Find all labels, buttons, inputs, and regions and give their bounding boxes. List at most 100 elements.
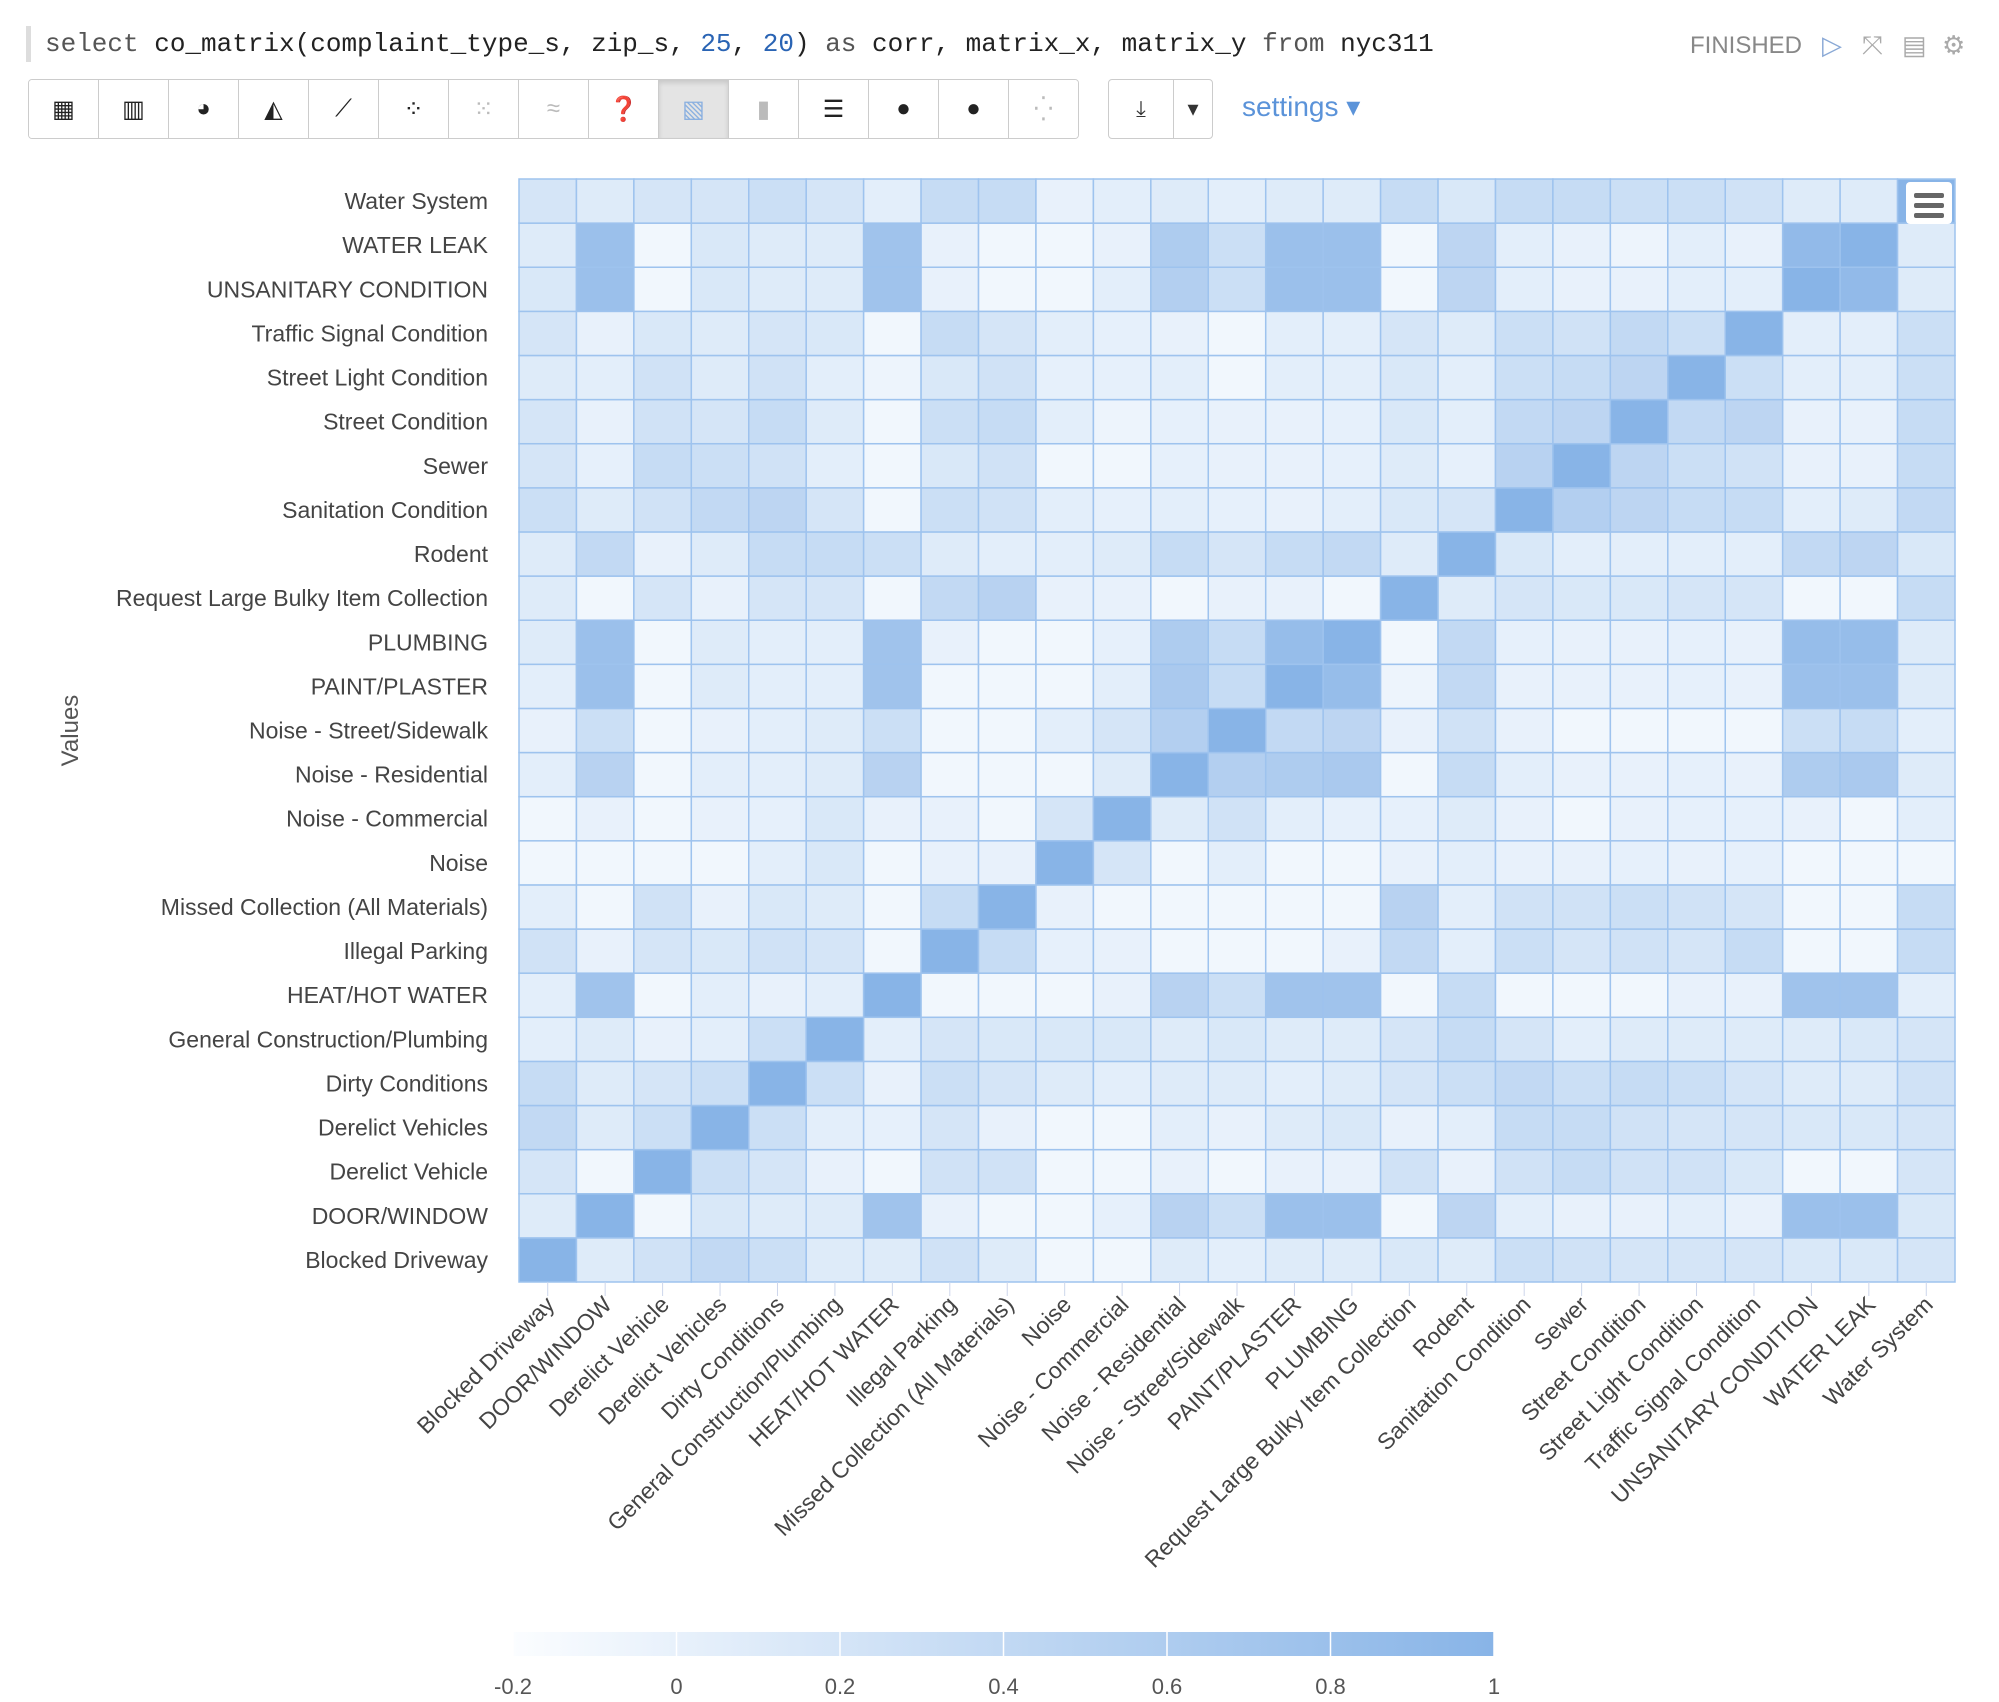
- heatmap-cell: [1207, 575, 1267, 621]
- download-dropdown-caret[interactable]: ▾: [1187, 96, 1199, 121]
- heatmap-cell: [977, 1104, 1037, 1151]
- bubble-chart-button[interactable]: ⁙: [449, 80, 519, 138]
- gear-icon[interactable]: ⚙: [1942, 30, 1966, 60]
- y-tick-label: Sanitation Condition: [282, 497, 488, 523]
- multi-line-button[interactable]: ≈: [519, 80, 589, 138]
- line-chart-icon: ⟋: [335, 95, 352, 122]
- heatmap-cell: [1379, 178, 1439, 224]
- y-tick-label: UNSANITARY CONDITION: [207, 276, 488, 302]
- settings-toggle[interactable]: settings ▾: [1242, 91, 1361, 122]
- heatmap-cell: [1437, 663, 1497, 710]
- line-chart-button[interactable]: ⟋: [309, 80, 379, 138]
- y-tick-label: Noise - Commercial: [286, 806, 488, 832]
- heatmap-cell: [1379, 354, 1439, 401]
- globe-button[interactable]: ●: [869, 80, 939, 138]
- heatmap-cell: [920, 398, 980, 445]
- heatmap-cell: [1724, 1016, 1784, 1063]
- heatmap-cell: [748, 1193, 807, 1239]
- download-icon[interactable]: ⤓: [1109, 80, 1174, 138]
- heatmap-cell: [1839, 663, 1899, 710]
- heatmap-cell: [1667, 751, 1726, 798]
- column-chart-button[interactable]: ▮: [729, 80, 799, 138]
- heatmap-cell: [1724, 1060, 1784, 1107]
- heatmap-cell: [1322, 310, 1382, 357]
- heatmap-cell: [1437, 442, 1497, 489]
- heatmap-cell: [633, 1237, 693, 1283]
- heatmap-cell: [1667, 619, 1726, 666]
- heatmap-cell: [575, 884, 635, 930]
- heatmap-cell: [633, 972, 693, 1019]
- bar-chart-button[interactable]: ▥: [99, 80, 169, 138]
- heatmap-cell: [1437, 707, 1497, 754]
- heatmap-cell: [1839, 1237, 1899, 1283]
- heatmap-cell: [862, 663, 922, 710]
- heatmap-cell: [1896, 972, 1956, 1019]
- sql-text: nyc311: [1324, 29, 1434, 59]
- heatmap-cell: [1437, 310, 1497, 357]
- table-button[interactable]: ▦: [29, 80, 99, 138]
- points-button[interactable]: ⁛: [1009, 80, 1078, 138]
- heatmap-cell: [1552, 310, 1612, 357]
- heatmap-cell: [1150, 1016, 1210, 1063]
- pie-chart-button[interactable]: ◕: [169, 80, 239, 138]
- collapse-icon[interactable]: ⤧: [1862, 30, 1883, 60]
- heatmap-cell: [1609, 178, 1669, 224]
- heatmap-cell: [575, 840, 635, 886]
- heatmap-cell: [1150, 178, 1210, 224]
- heatmap-cell: [575, 266, 635, 313]
- heatmap-cell: [690, 928, 750, 974]
- heatmap-cell: [575, 1060, 635, 1107]
- heatmap-cell: [1667, 663, 1726, 710]
- heatmap-cell: [1667, 531, 1726, 577]
- colorbar-tick-label: 0.8: [1315, 1674, 1346, 1699]
- heatmap-cell: [518, 310, 578, 357]
- heatmap-cell: [1207, 1148, 1267, 1195]
- heatmap-cell: [1896, 354, 1956, 401]
- heatmap-cell: [1264, 222, 1324, 268]
- heatmap-cell: [1150, 1148, 1210, 1195]
- heatmap-cell: [575, 487, 635, 533]
- heatmap-cell: [1724, 442, 1784, 489]
- heatmap-cell: [1035, 1060, 1095, 1107]
- heatmap-cell: [1552, 1060, 1612, 1107]
- scatter-chart-button[interactable]: ⁘: [379, 80, 449, 138]
- heatmap-cell: [1609, 972, 1669, 1019]
- globe-alt-button[interactable]: ●: [939, 80, 1009, 138]
- heatmap-cell: [1724, 928, 1784, 974]
- heatmap-cell: [748, 1237, 807, 1283]
- heatmap-cell: [575, 972, 635, 1019]
- heatmap-cell: [518, 178, 578, 224]
- heatmap-cell: [1609, 840, 1669, 886]
- heatmap-cell: [1839, 1016, 1899, 1063]
- heatmap-cell: [1609, 354, 1669, 401]
- heatmap-cell: [1667, 972, 1726, 1019]
- heatmap-cell: [920, 310, 980, 357]
- heatmap-cell: [862, 531, 922, 577]
- heatmap-cell: [1494, 1060, 1554, 1107]
- heatmap-cell: [1379, 575, 1439, 621]
- play-icon[interactable]: ▷: [1822, 30, 1842, 60]
- y-tick-label: Traffic Signal Condition: [251, 320, 488, 346]
- heatmap-cell: [1494, 1148, 1554, 1195]
- book-icon[interactable]: ▤: [1902, 30, 1927, 60]
- heatmap-cell: [633, 619, 693, 666]
- help-button[interactable]: ❓: [589, 80, 659, 138]
- heatmap-cell: [1150, 1104, 1210, 1151]
- heatmap-cell: [920, 1148, 980, 1195]
- heatmap-cell: [862, 928, 922, 974]
- heatmap-cell: [1552, 487, 1612, 533]
- heatmap-cell: [1092, 442, 1152, 489]
- y-tick-label: Noise - Residential: [295, 762, 488, 788]
- heatmap-cell: [1781, 1193, 1841, 1239]
- area-chart-button[interactable]: ◭: [239, 80, 309, 138]
- heatmap-cell: [862, 1104, 922, 1151]
- heatmap-button[interactable]: ▧: [659, 80, 729, 138]
- sql-query-editor[interactable]: select co_matrix(complaint_type_s, zip_s…: [26, 26, 1434, 62]
- stacked-bar-button[interactable]: ☰: [799, 80, 869, 138]
- heatmap-cell: [1667, 1060, 1726, 1107]
- heatmap-cell: [748, 928, 807, 974]
- heatmap-cell: [1552, 1148, 1612, 1195]
- heatmap-cell: [1379, 1193, 1439, 1239]
- heatmap-cell: [1781, 707, 1841, 754]
